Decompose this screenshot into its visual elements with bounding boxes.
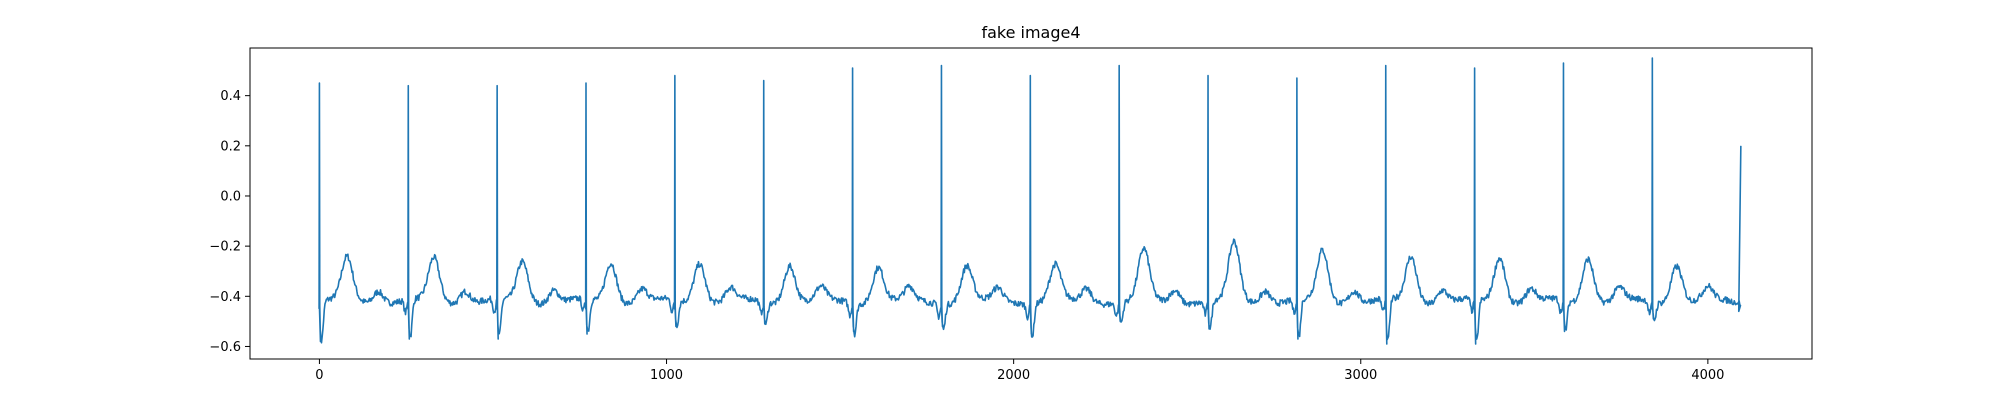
y-tick-label: 0.4 <box>220 89 241 104</box>
plot-area <box>249 47 1813 360</box>
y-tick-label: −0.6 <box>209 340 241 355</box>
y-tick-label: 0.0 <box>220 189 241 204</box>
y-axis: −0.6 −0.4 −0.2 0.0 0.2 0.4 <box>209 89 250 355</box>
x-tick-label: 3000 <box>1344 368 1377 383</box>
axes-frame <box>249 47 1813 360</box>
y-tick-label: 0.2 <box>220 139 241 154</box>
x-axis: 0 1000 2000 3000 4000 <box>315 359 1724 383</box>
x-tick-label: 1000 <box>650 368 683 383</box>
x-tick-label: 4000 <box>1691 368 1724 383</box>
x-tick-label: 2000 <box>997 368 1030 383</box>
y-tick-label: −0.4 <box>209 290 241 305</box>
series-line <box>318 57 1742 345</box>
chart-title: fake image4 <box>981 23 1080 42</box>
x-tick-label: 0 <box>315 368 323 383</box>
y-tick-label: −0.2 <box>209 240 241 255</box>
